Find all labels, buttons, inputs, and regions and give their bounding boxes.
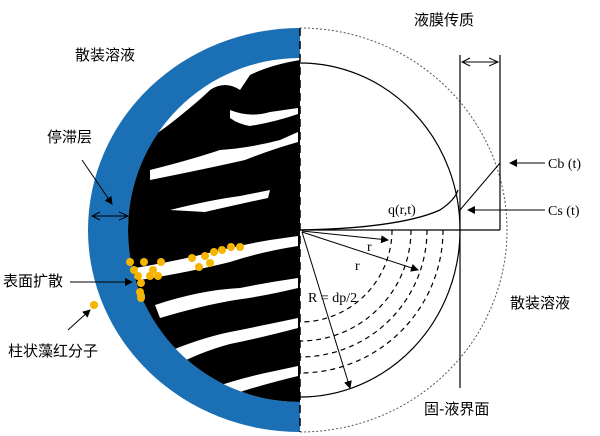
label-q: q(r,t) xyxy=(388,203,416,218)
label-r1: r xyxy=(367,240,372,255)
label-adsorbate: 柱状藻红分子 xyxy=(8,342,98,360)
label-film-mass-transfer: 液膜传质 xyxy=(414,11,474,29)
label-bulk-solution-right: 散装溶液 xyxy=(510,294,570,312)
label-R: R = dp/2 xyxy=(308,291,357,306)
r-arrow-2 xyxy=(301,231,419,272)
label-bulk-solution-left: 散装溶液 xyxy=(75,46,135,64)
label-solid-liquid-interface: 固-液界面 xyxy=(424,400,489,418)
R-arrow xyxy=(301,231,352,389)
label-stagnant-layer: 停滞层 xyxy=(47,128,92,146)
adsorbate-pointer xyxy=(67,309,91,331)
radial-shells xyxy=(299,229,444,374)
q-profile-curve xyxy=(299,189,459,231)
concentration-gradient-line xyxy=(459,162,501,211)
label-surface-diffusion: 表面扩散 xyxy=(3,272,63,290)
pore-channels xyxy=(135,108,298,402)
r-arrow-1 xyxy=(301,230,389,244)
label-cb: Cb (t) xyxy=(548,157,581,172)
label-cs: Cs (t) xyxy=(548,204,580,219)
adsorbate-dots xyxy=(126,243,244,302)
outer-dashed-circle xyxy=(299,27,508,433)
label-r2: r xyxy=(355,259,360,274)
stagnant-layer-pointer xyxy=(81,159,113,205)
adsorbate-dot-legend xyxy=(90,301,98,309)
